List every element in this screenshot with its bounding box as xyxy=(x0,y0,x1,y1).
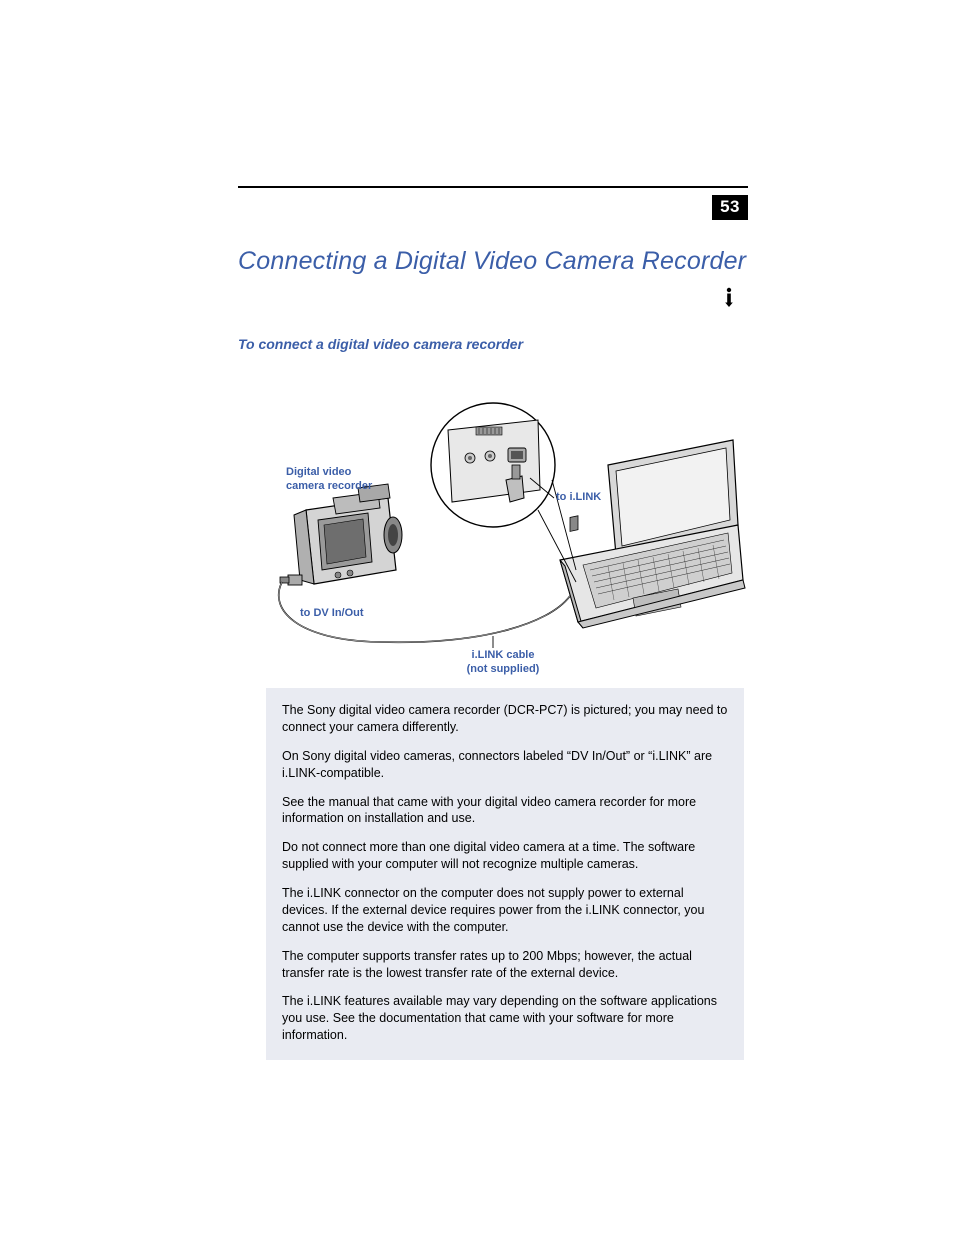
page-number-text: 53 xyxy=(720,197,740,216)
label-camera-line1: Digital video xyxy=(286,466,351,478)
note-paragraph: The Sony digital video camera recorder (… xyxy=(282,702,728,736)
manual-page: 53 Connecting a Digital Video Camera Rec… xyxy=(0,0,954,1235)
port-zoom-illustration xyxy=(431,403,576,582)
camcorder-illustration xyxy=(280,484,402,585)
label-cable-line1: i.LINK cable xyxy=(472,649,535,661)
label-cable: i.LINK cable (not supplied) xyxy=(448,649,558,677)
header-rule xyxy=(238,186,748,188)
page-number: 53 xyxy=(712,195,748,220)
note-paragraph: The i.LINK features available may vary d… xyxy=(282,993,728,1044)
note-paragraph: Do not connect more than one digital vid… xyxy=(282,839,728,873)
note-paragraph: See the manual that came with your digit… xyxy=(282,794,728,828)
notes-box: The Sony digital video camera recorder (… xyxy=(266,688,744,1060)
note-paragraph: The i.LINK connector on the computer doe… xyxy=(282,885,728,936)
ilink-icon xyxy=(722,287,736,312)
label-camera: Digital video camera recorder xyxy=(286,466,372,494)
section-subheading: To connect a digital video camera record… xyxy=(238,336,523,352)
label-to-ilink: to i.LINK xyxy=(556,491,601,505)
label-dv-in-out: to DV In/Out xyxy=(300,607,364,621)
note-paragraph: The computer supports transfer rates up … xyxy=(282,948,728,982)
note-paragraph: On Sony digital video cameras, connector… xyxy=(282,748,728,782)
label-camera-line2: camera recorder xyxy=(286,480,372,492)
section-heading: Connecting a Digital Video Camera Record… xyxy=(238,247,746,276)
laptop-illustration xyxy=(560,440,745,628)
connection-diagram: Digital video camera recorder to DV In/O… xyxy=(238,370,748,675)
label-cable-line2: (not supplied) xyxy=(467,663,540,675)
